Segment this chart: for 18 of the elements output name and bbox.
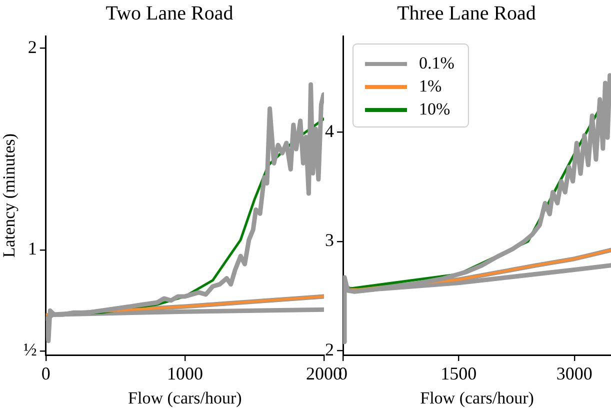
y-tick-label: 1 [28, 238, 37, 259]
y-tick-label: 4 [325, 120, 334, 141]
y-tick-label: ½ [23, 340, 37, 360]
legend-label: 1% [419, 76, 442, 96]
y-tick-label: 2 [28, 36, 37, 57]
chart-title: Two Lane Road [106, 2, 234, 24]
x-axis-title: Flow (cars/hour) [128, 388, 242, 408]
legend-label: 10% [419, 99, 450, 118]
x-tick-label: 3000 [556, 364, 592, 384]
chart-title: Three Lane Road [397, 2, 536, 24]
x-tick-label: 0 [41, 364, 50, 384]
x-axis-title: Flow (cars/hour) [420, 388, 534, 408]
y-axis-title: Latency (minutes) [0, 133, 19, 258]
x-tick-label: 1500 [440, 364, 477, 384]
y-tick-label: 3 [325, 230, 334, 250]
x-tick-label: 1000 [166, 364, 203, 384]
legend-label: 0.1% [419, 53, 454, 72]
y-tick-label: 2 [325, 339, 334, 360]
